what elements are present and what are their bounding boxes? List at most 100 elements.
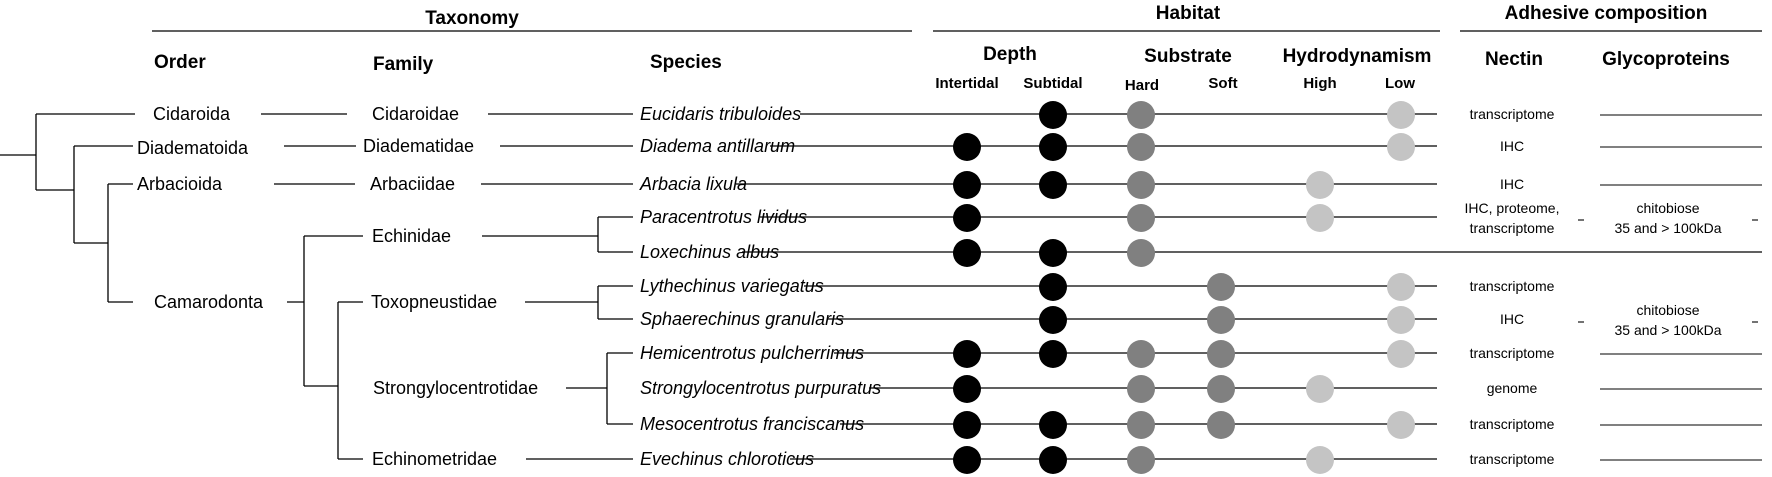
species-row: Arbacia lixula IHC — [639, 171, 1524, 199]
family-label: Strongylocentrotidae — [373, 378, 538, 398]
hard-dot — [1127, 101, 1155, 129]
species-label: Evechinus chloroticus — [640, 449, 814, 469]
section-headers: Taxonomy Habitat Adhesive composition — [152, 3, 1762, 32]
nectin-note: transcriptome — [1470, 416, 1555, 432]
glycoprotein-note: chitobiose — [1636, 200, 1699, 216]
hard-dot — [1127, 204, 1155, 232]
low-dot — [1387, 411, 1415, 439]
family-label: Diadematidae — [363, 136, 474, 156]
low-dot — [1387, 101, 1415, 129]
tree-camarodonta-families — [287, 235, 363, 387]
order-column-header: Order — [154, 52, 206, 73]
hard-dot — [1127, 375, 1155, 403]
high-dot — [1306, 171, 1334, 199]
species-row: Diadema antillarum IHC — [640, 133, 1524, 161]
subtidal-dot — [1039, 306, 1067, 334]
soft-dot — [1207, 411, 1235, 439]
order-label: Cidaroida — [153, 104, 231, 124]
intertidal-dot — [953, 204, 981, 232]
depth-column-header: Depth — [983, 44, 1037, 65]
nectin-note: genome — [1487, 380, 1538, 396]
order-label: Arbacioida — [137, 174, 223, 194]
species-label: Lythechinus variegatus — [640, 276, 824, 296]
order-label: Diadematoida — [137, 138, 249, 158]
intertidal-dot — [953, 411, 981, 439]
tree-node-toxopneustidae-rest — [337, 301, 363, 460]
species-label: Hemicentrotus pulcherrimus — [640, 343, 864, 363]
high-subheader: High — [1303, 75, 1336, 92]
species-row: Paracentrotus lividus IHC, proteome, trans… — [640, 200, 1559, 236]
low-dot — [1387, 133, 1415, 161]
adhesive-header: Adhesive composition — [1505, 3, 1708, 24]
intertidal-dot — [953, 133, 981, 161]
intertidal-dot — [953, 446, 981, 474]
nectin-note: IHC, proteome, — [1465, 200, 1560, 216]
intertidal-dot — [953, 239, 981, 267]
family-labels: Cidaroidae Diadematidae Arbaciidae Echin… — [363, 104, 538, 469]
glycoprotein-note: 35 and > 100kDa — [1614, 220, 1721, 236]
species-label: Strongylocentrotus purpuratus — [640, 378, 881, 398]
family-label: Arbaciidae — [370, 174, 455, 194]
intertidal-dot — [953, 340, 981, 368]
low-dot — [1387, 340, 1415, 368]
hard-dot — [1127, 133, 1155, 161]
species-row: Loxechinus albus — [640, 239, 1762, 267]
subtidal-dot — [1039, 239, 1067, 267]
species-label: Eucidaris tribuloides — [640, 104, 801, 124]
intertidal-dot — [953, 171, 981, 199]
family-label: Echinometridae — [372, 449, 497, 469]
subtidal-dot — [1039, 133, 1067, 161]
species-row: Strongylocentrotus purpuratus genome — [640, 375, 1538, 403]
soft-dot — [1207, 375, 1235, 403]
order-labels: Cidaroida Diadematoida Arbacioida Camaro… — [137, 104, 264, 312]
column-headers: Order Family Species Depth Intertidal Su… — [154, 44, 1730, 94]
hard-dot — [1127, 171, 1155, 199]
family-label: Echinidae — [372, 226, 451, 246]
habitat-header: Habitat — [1156, 3, 1221, 24]
nectin-note: transcriptome — [1470, 278, 1555, 294]
subtidal-dot — [1039, 273, 1067, 301]
order-label: Camarodonta — [154, 292, 264, 312]
tree-echinidae-species — [482, 216, 633, 253]
high-dot — [1306, 204, 1334, 232]
species-row: Sphaerechinus granularis IHC — [640, 306, 1524, 334]
species-label: Arbacia lixula — [639, 174, 747, 194]
family-label: Cidaroidae — [372, 104, 459, 124]
subtidal-dot — [1039, 101, 1067, 129]
low-subheader: Low — [1385, 75, 1415, 92]
species-label: Paracentrotus lividus — [640, 207, 807, 227]
subtidal-dot — [1039, 446, 1067, 474]
species-row: Evechinus chloroticus transcriptome — [640, 446, 1555, 474]
hard-dot — [1127, 446, 1155, 474]
substrate-column-header: Substrate — [1144, 46, 1232, 67]
tree-node-diadematoida-rest — [73, 145, 133, 243]
glycoprotein-note: 35 and > 100kDa — [1614, 322, 1721, 338]
species-column-header: Species — [650, 52, 722, 73]
glycoprotein-note: chitobiose — [1636, 302, 1699, 318]
species-rows: Eucidaris tribuloides transcriptome Diadem… — [639, 101, 1762, 474]
tree-node-arbacioida-camarodonta — [74, 183, 133, 303]
intertidal-subheader: Intertidal — [935, 75, 998, 92]
nectin-note: IHC — [1500, 311, 1524, 327]
nectin-note: transcriptome — [1470, 220, 1555, 236]
species-row: Lythechinus variegatus transcriptome — [640, 273, 1555, 301]
species-row: Mesocentrotus franciscanus transcriptome — [640, 411, 1555, 439]
hard-dot — [1127, 340, 1155, 368]
species-row: Eucidaris tribuloides transcriptome — [640, 101, 1555, 129]
hard-dot — [1127, 411, 1155, 439]
taxonomy-header: Taxonomy — [425, 8, 519, 29]
tree-node-root — [35, 113, 135, 191]
soft-dot — [1207, 273, 1235, 301]
subtidal-dot — [1039, 411, 1067, 439]
nectin-note: IHC — [1500, 176, 1524, 192]
species-label: Mesocentrotus franciscanus — [640, 414, 864, 434]
family-column-header: Family — [373, 54, 434, 75]
nectin-note: IHC — [1500, 138, 1524, 154]
nectin-column-header: Nectin — [1485, 49, 1543, 70]
tree-strongylocentrotidae-species — [566, 352, 633, 425]
tree-order-family-links — [261, 113, 356, 185]
nectin-note: transcriptome — [1470, 345, 1555, 361]
species-label: Sphaerechinus granularis — [640, 309, 844, 329]
nectin-note: transcriptome — [1470, 106, 1555, 122]
